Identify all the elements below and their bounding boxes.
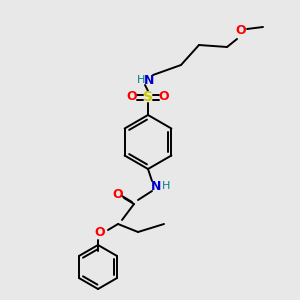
- Text: N: N: [151, 179, 161, 193]
- Text: O: O: [236, 25, 246, 38]
- Text: O: O: [127, 91, 137, 103]
- Text: H: H: [162, 181, 170, 191]
- Text: O: O: [113, 188, 123, 200]
- Text: O: O: [159, 91, 169, 103]
- Text: O: O: [95, 226, 105, 238]
- Text: H: H: [137, 75, 145, 85]
- Text: S: S: [143, 90, 153, 104]
- Text: N: N: [144, 74, 154, 86]
